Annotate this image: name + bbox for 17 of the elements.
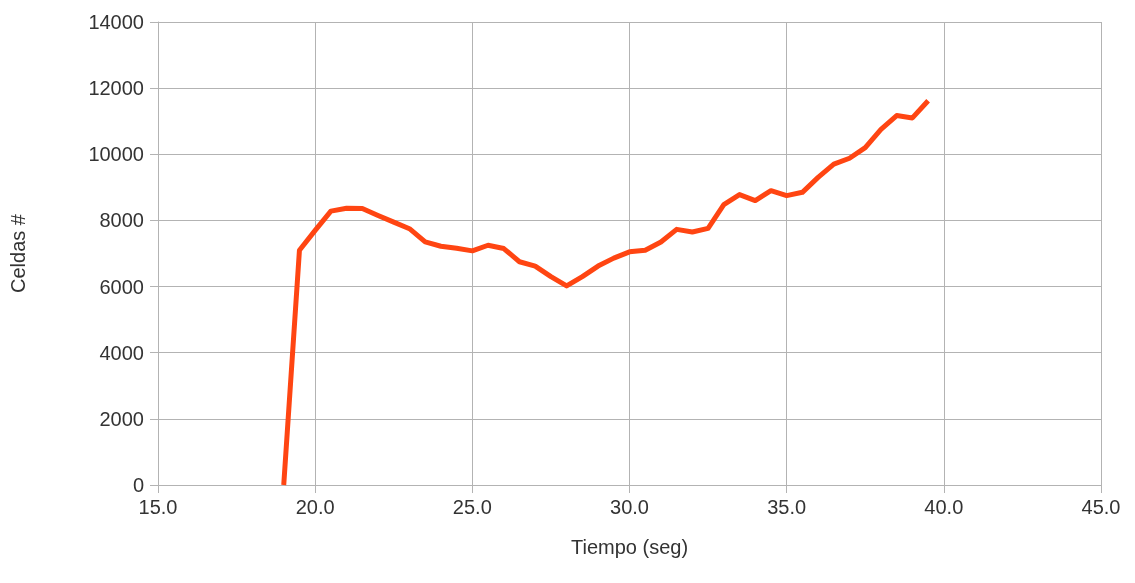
y-tick-label: 14000	[88, 11, 144, 33]
x-tick-label: 15.0	[138, 496, 178, 518]
y-tick-label: 4000	[99, 341, 144, 364]
y-tick-label: 12000	[88, 77, 144, 100]
x-tick-label: 20.0	[295, 496, 335, 518]
x-tick-label: 35.0	[767, 496, 807, 518]
x-axis-title: Tiempo (seg)	[570, 536, 689, 558]
y-tick-label: 6000	[99, 275, 144, 298]
x-tick-label: 25.0	[452, 496, 492, 518]
x-tick-label: 45.0	[1081, 496, 1121, 518]
y-tick-label: 10000	[88, 143, 144, 166]
x-tick-label: 30.0	[610, 496, 649, 518]
x-tick-label: 40.0	[924, 496, 964, 518]
y-tick-label: 0	[132, 474, 144, 496]
y-axis-title: Celdas #	[7, 213, 29, 293]
y-tick-label: 8000	[99, 209, 144, 232]
y-tick-label: 2000	[99, 407, 144, 430]
